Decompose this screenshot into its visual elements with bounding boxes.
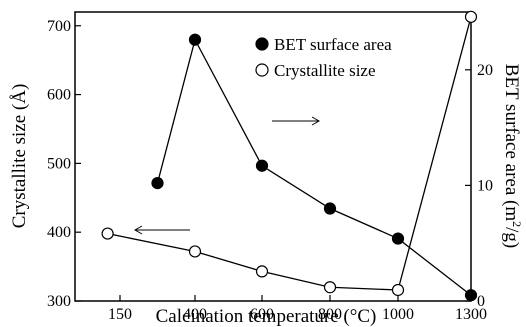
arrow-to-right-axis: [272, 116, 321, 126]
data-point-bet: [464, 289, 478, 302]
x-tick-label: 1300: [455, 306, 487, 323]
arrow-to-left-axis: [133, 225, 190, 235]
series-points: [101, 10, 478, 302]
data-point-bet: [323, 202, 337, 215]
series-line-bet: [156, 37, 472, 296]
series-lines: [107, 16, 472, 296]
legend-label-crystallite: Crystallite size: [274, 61, 376, 80]
data-point-crystallite: [101, 227, 114, 240]
data-point-bet: [151, 176, 164, 190]
y-right-tick-label: 10: [477, 177, 493, 194]
y-left-tick-label: 600: [47, 87, 71, 104]
data-point-crystallite: [255, 265, 269, 278]
y-left-tick-label: 400: [47, 224, 71, 241]
x-tick-label: 1000: [382, 306, 414, 323]
x-tick-label: 800: [318, 306, 342, 323]
right-axis: 0 10 20: [465, 62, 493, 310]
left-axis: 300 400 500 600 700: [47, 18, 81, 310]
legend-marker-crystallite: [255, 63, 269, 77]
data-point-crystallite: [391, 283, 405, 297]
legend: BET surface area Crystallite size: [255, 35, 392, 80]
y-left-tick-label: 300: [47, 293, 71, 310]
y-axis-left-title: Crystallite size (Å): [9, 84, 30, 229]
x-axis-title: Calcination temperature (°C): [156, 306, 377, 327]
data-point-crystallite: [188, 245, 202, 258]
data-point-bet: [188, 33, 202, 46]
y-left-tick-label: 700: [47, 18, 71, 35]
x-tick-label: 600: [250, 306, 274, 323]
y-axis-right-title: BET surface area (m2/g): [501, 64, 524, 248]
bottom-axis: 150 400 600 800 1000 1300: [108, 295, 487, 323]
legend-label-bet: BET surface area: [274, 35, 392, 54]
data-point-bet: [391, 232, 405, 245]
data-point-bet: [255, 159, 269, 172]
x-tick-label: 150: [108, 306, 132, 323]
x-tick-label: 400: [183, 306, 207, 323]
legend-marker-bet: [255, 37, 269, 51]
y-right-tick-label: 0: [477, 293, 485, 310]
series-line-crystallite: [107, 16, 472, 291]
y-right-tick-label: 20: [477, 62, 493, 79]
data-point-crystallite: [464, 10, 478, 23]
y-left-tick-label: 500: [47, 155, 71, 172]
plot-frame: [74, 11, 472, 302]
data-point-crystallite: [323, 281, 337, 294]
